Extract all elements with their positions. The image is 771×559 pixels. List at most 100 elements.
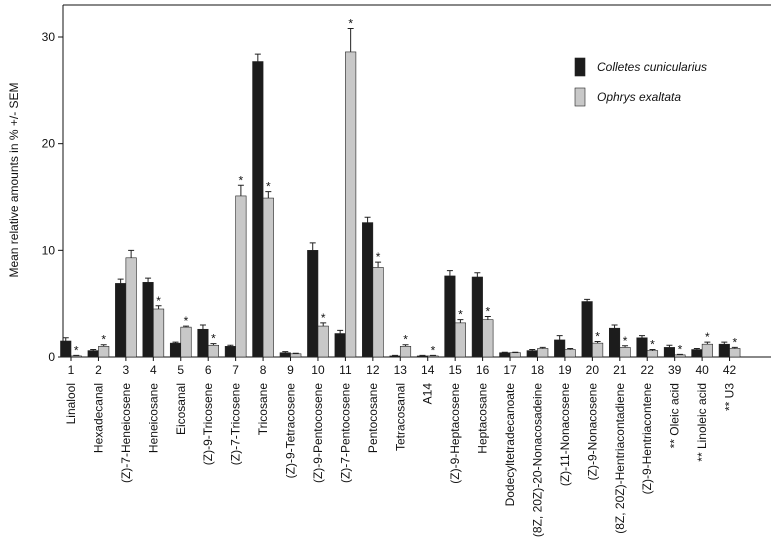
x-tick-label: 7 [232, 363, 239, 377]
error-bar [145, 277, 152, 283]
bar [98, 346, 110, 358]
compound-name: (8Z, 20Z)-20-Nonacosadeine [530, 383, 544, 537]
error-bar [172, 341, 179, 344]
error-bar [567, 347, 574, 350]
bar [646, 350, 659, 358]
x-tick-label: 13 [394, 363, 408, 377]
bar [307, 250, 319, 358]
bar [482, 319, 494, 358]
bar [169, 342, 182, 358]
significance-marker: * [376, 250, 381, 264]
significance-marker: * [184, 314, 189, 328]
x-tick-label: 17 [503, 363, 517, 377]
x-tick-label: 20 [586, 363, 600, 377]
bar [701, 343, 713, 358]
x-tick-label: 18 [531, 363, 545, 377]
compound-name: (Z)-11-Nonacosene [558, 383, 572, 486]
compound-name: A14 [421, 383, 435, 405]
bar [125, 257, 137, 358]
bar [663, 347, 675, 358]
error-bar [584, 298, 591, 302]
bar [581, 301, 593, 358]
x-tick-label: 14 [421, 363, 435, 377]
bar [345, 51, 357, 358]
bar [389, 355, 401, 358]
bar [180, 326, 192, 358]
error-bar [539, 346, 546, 349]
bar [60, 340, 72, 358]
bar [416, 355, 429, 358]
y-tick-label: 10 [42, 243, 56, 257]
bar [279, 352, 291, 358]
bar [197, 328, 209, 358]
compound-name: (Z)-9-Heptacosene [448, 383, 462, 484]
significance-marker: * [486, 304, 491, 318]
x-tick-label: 5 [177, 363, 184, 377]
error-bar [594, 341, 601, 344]
significance-marker: * [732, 335, 737, 349]
error-bar [155, 305, 162, 309]
error-bar [666, 344, 673, 348]
compound-name: Hexadecanal [91, 383, 105, 453]
legend-label: Colletes cunicularius [597, 60, 707, 74]
bar [718, 343, 730, 358]
compound-name: ** U3 [723, 383, 737, 411]
compound-name: (Z)-7-Pentocosene [338, 383, 352, 483]
bar [454, 322, 466, 358]
error-bar [90, 349, 97, 351]
error-bar [446, 270, 453, 276]
error-bar [649, 349, 656, 351]
significance-marker: * [403, 333, 408, 347]
bar [608, 327, 621, 358]
error-bar [704, 341, 711, 345]
x-tick-label: 16 [476, 363, 490, 377]
bar [444, 275, 456, 358]
error-bar [282, 351, 289, 353]
compound-name: Eicosanal [174, 383, 188, 435]
significance-marker: * [156, 294, 161, 308]
x-tick-label: 21 [613, 363, 627, 377]
bar [252, 61, 264, 358]
error-bar [419, 354, 426, 356]
compound-name: Tricosane [256, 383, 270, 436]
bar [362, 222, 374, 358]
error-bar [731, 346, 738, 349]
error-bar [292, 352, 299, 354]
error-bar [474, 272, 481, 277]
compound-name: (Z)-7-Heneicosene [119, 383, 133, 483]
x-tick-label: 10 [311, 363, 325, 377]
x-tick-label: 15 [448, 363, 462, 377]
compound-name: (Z)-9-Pentocosene [311, 383, 325, 483]
x-tick-label: 2 [95, 363, 102, 377]
error-bar [128, 249, 135, 258]
error-bar [337, 329, 344, 334]
error-bar [556, 335, 563, 340]
legend-swatch [574, 57, 586, 77]
bar [372, 267, 384, 358]
error-bar [501, 351, 508, 353]
error-bar [611, 324, 618, 329]
significance-marker: * [101, 333, 106, 347]
x-tick-label: 8 [260, 363, 267, 377]
significance-marker: * [650, 338, 655, 352]
bar [471, 276, 483, 358]
bar [537, 348, 549, 358]
compound-name: Heptacosane [476, 383, 490, 454]
error-bar [117, 278, 124, 284]
error-bar [100, 344, 107, 347]
bar [207, 344, 219, 358]
error-bar [364, 216, 371, 223]
error-bar [429, 354, 436, 356]
compound-name: ** Oleic acid [668, 383, 682, 448]
bar [636, 337, 648, 358]
error-bar [622, 345, 629, 348]
significance-marker: * [431, 343, 436, 357]
bar [224, 346, 236, 358]
error-bar [484, 315, 491, 320]
x-tick-label: 39 [668, 363, 682, 377]
error-bar [693, 347, 700, 350]
significance-marker: * [74, 343, 79, 357]
error-bar [638, 335, 645, 338]
x-tick-label: 42 [723, 363, 737, 377]
significance-marker: * [458, 308, 463, 322]
